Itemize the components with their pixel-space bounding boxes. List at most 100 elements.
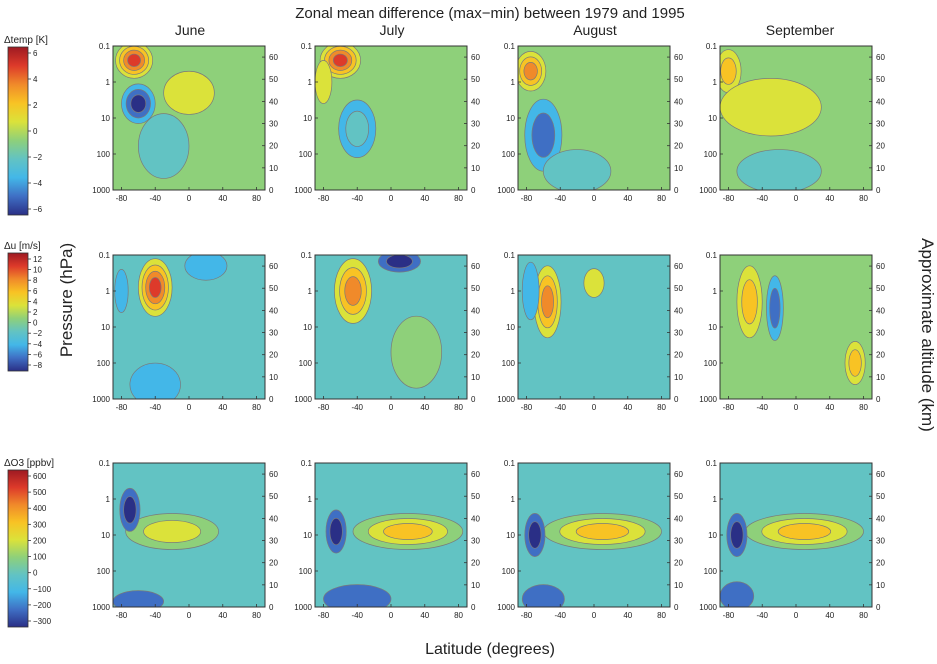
- y2-tick-label: 10: [876, 373, 885, 382]
- y-tick-label: 0.1: [706, 42, 718, 51]
- contour-level: [344, 276, 362, 306]
- colorbar-tick-label: 4: [33, 75, 38, 84]
- contour-level: [148, 277, 162, 298]
- y2-tick-label: 60: [471, 53, 480, 62]
- y-tick-label: 1: [308, 495, 313, 504]
- y2-tick-label: 10: [876, 581, 885, 590]
- y-tick-label: 100: [97, 150, 111, 159]
- contour-level: [184, 255, 228, 281]
- y2-tick-label: 40: [269, 97, 278, 106]
- contour-level: [329, 517, 343, 546]
- panel-field: [720, 255, 872, 399]
- y-tick-label: 100: [502, 567, 516, 576]
- y2-tick-label: 0: [674, 395, 679, 404]
- panel-field: [113, 255, 265, 399]
- contour-level: [383, 523, 433, 540]
- x-tick-label: -80: [116, 194, 128, 203]
- y2-tick-label: 30: [674, 537, 683, 546]
- contour-level: [127, 53, 141, 67]
- panel-field: [720, 46, 872, 190]
- panel-r2-c3: -80 -40 0 40 80 0.1 1 10 100 1000 0 10 20 30 40 50 60: [497, 251, 683, 412]
- contour-level: [143, 520, 202, 543]
- x-tick-label: 80: [657, 611, 666, 620]
- y2-tick-label: 0: [269, 395, 274, 404]
- y-tick-label: 0.1: [301, 251, 313, 260]
- panel-r2-c2: -80 -40 0 40 80 0.1 1 10 100 1000 0 10 20 30 40 50 60: [294, 251, 480, 412]
- panel-r3-c2: -80 -40 0 40 80 0.1 1 10 100 1000 0 10 20 30 40 50 60: [294, 459, 480, 620]
- y2-tick-label: 30: [269, 329, 278, 338]
- y2-tick-label: 50: [674, 284, 683, 293]
- y-tick-label: 1: [511, 78, 516, 87]
- y-tick-label: 1000: [294, 186, 312, 195]
- contour-level: [323, 584, 392, 607]
- y-tick-label: 1000: [497, 395, 515, 404]
- x-tick-label: -40: [351, 611, 363, 620]
- colorbar-tick-label: 10: [33, 266, 42, 275]
- y2-tick-label: 0: [674, 603, 679, 612]
- y2-tick-label: 60: [471, 262, 480, 271]
- x-tick-label: 0: [187, 194, 192, 203]
- contour-level: [130, 94, 147, 113]
- y2-tick-label: 20: [876, 559, 885, 568]
- column-label-june: June: [175, 22, 206, 38]
- colorbar-row-3: ΔO3 [ppbv] 600 500 400 300 200 100 0 −100 −200 −30…: [4, 458, 54, 628]
- contour-level: [521, 584, 565, 607]
- y-tick-label: 1000: [497, 603, 515, 612]
- y-tick-label: 0.1: [301, 42, 313, 51]
- y2-tick-label: 60: [269, 470, 278, 479]
- x-tick-label: -40: [756, 403, 768, 412]
- y-tick-label: 0.1: [99, 42, 111, 51]
- column-label-august: August: [573, 22, 617, 38]
- y2-tick-label: 50: [471, 75, 480, 84]
- panel-r2-c4: -80 -40 0 40 80 0.1 1 10 100 1000 0 10 20 30 40 50 60: [699, 251, 885, 412]
- colorbar-tick-label: −4: [33, 179, 43, 188]
- contour-level: [720, 581, 755, 607]
- y-tick-label: 0.1: [99, 459, 111, 468]
- y2-tick-label: 10: [471, 373, 480, 382]
- y-tick-label: 100: [704, 150, 718, 159]
- y2-tick-label: 60: [674, 53, 683, 62]
- contour-level: [315, 60, 333, 104]
- y2-tick-label: 30: [876, 120, 885, 129]
- contour-level: [345, 110, 370, 147]
- x-tick-label: -80: [723, 403, 735, 412]
- colorbar-tick-label: −100: [33, 585, 52, 594]
- y2-tick-label: 60: [674, 262, 683, 271]
- x-tick-label: 40: [623, 403, 632, 412]
- y-tick-label: 100: [97, 567, 111, 576]
- y-axis-title: Pressure (hPa): [57, 243, 76, 357]
- y-tick-label: 100: [97, 359, 111, 368]
- x-tick-label: 80: [454, 403, 463, 412]
- contour-level: [114, 269, 129, 313]
- colorbar-tick-label: 0: [33, 319, 38, 328]
- colorbar-tick-label: 4: [33, 297, 38, 306]
- x-tick-label: 80: [657, 194, 666, 203]
- y2-tick-label: 0: [876, 395, 881, 404]
- y-tick-label: 0.1: [504, 251, 516, 260]
- panel-r3-c3: -80 -40 0 40 80 0.1 1 10 100 1000 0 10 20 30 40 50 60: [497, 459, 683, 620]
- x-tick-label: -40: [149, 194, 161, 203]
- x-tick-label: 0: [592, 194, 597, 203]
- y2-tick-label: 30: [876, 537, 885, 546]
- x-tick-label: 0: [389, 403, 394, 412]
- y-tick-label: 1000: [294, 395, 312, 404]
- colorbar-row-1: Δtemp [K] 6 4 2 0 −2 −4 −6: [4, 35, 48, 216]
- x-tick-label: 0: [794, 611, 799, 620]
- y2-tick-label: 30: [471, 120, 480, 129]
- y2-tick-label: 10: [876, 164, 885, 173]
- contour-level: [736, 149, 822, 190]
- contour-level: [575, 523, 630, 540]
- y-tick-label: 100: [502, 359, 516, 368]
- y2-tick-label: 30: [674, 120, 683, 129]
- colorbar-tick-label: −4: [33, 340, 43, 349]
- panel-field: [315, 463, 467, 607]
- x-tick-label: 40: [218, 403, 227, 412]
- y-tick-label: 0.1: [706, 251, 718, 260]
- y-tick-label: 10: [708, 114, 717, 123]
- contour-level: [741, 279, 758, 325]
- x-tick-label: 40: [623, 611, 632, 620]
- colorbar-label: Δu [m/s]: [4, 241, 41, 252]
- panel-field: [315, 46, 467, 190]
- x-tick-label: 80: [859, 194, 868, 203]
